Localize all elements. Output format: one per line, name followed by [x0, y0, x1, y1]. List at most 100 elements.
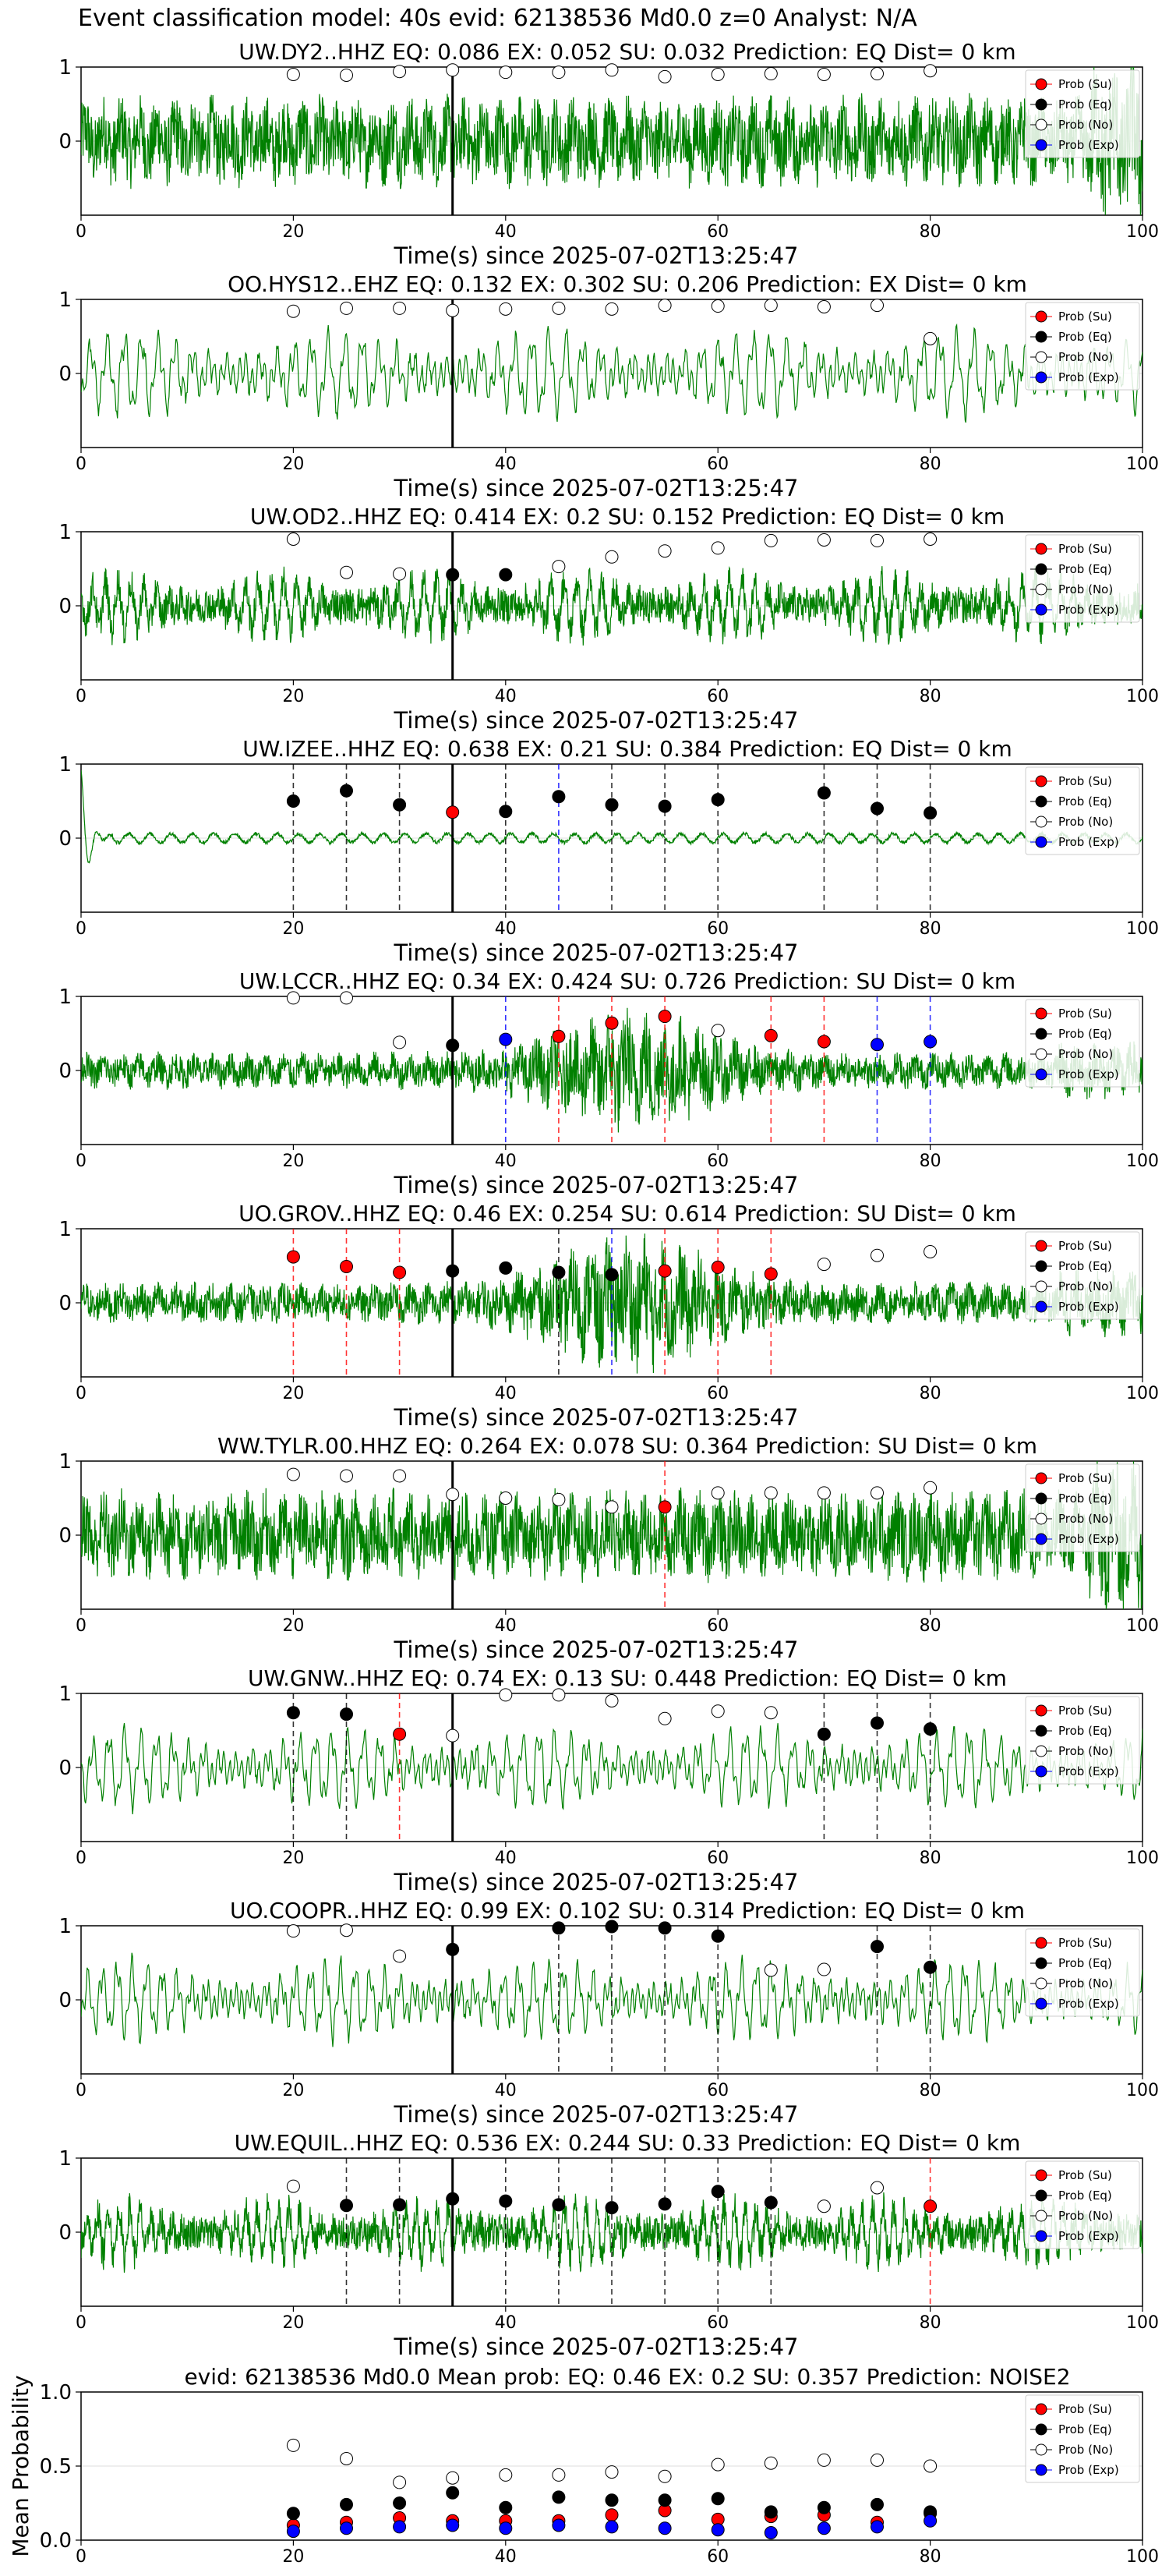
legend-marker-exp [1035, 836, 1047, 848]
legend-label-exp: Prob (Exp) [1058, 2229, 1119, 2243]
legend-marker-no [1035, 1280, 1047, 1293]
prob-point-eq [499, 2194, 513, 2208]
x-tick-label: 40 [495, 222, 517, 242]
legend-marker-su [1035, 1472, 1047, 1484]
prob-point-eq [871, 1940, 884, 1954]
legend-marker-exp [1035, 2230, 1047, 2242]
x-tick-label: 40 [495, 1849, 517, 1868]
mean-point-eq [286, 2507, 300, 2521]
mean-point-no [817, 2453, 831, 2467]
x-tick-label: 40 [495, 1384, 517, 1403]
prob-point-eq [446, 568, 460, 582]
y-axis-label: Mean Probability [8, 2375, 34, 2557]
prob-point-no [393, 1949, 407, 1963]
prob-point-su [711, 1260, 725, 1274]
legend-label-exp: Prob (Exp) [1058, 2463, 1119, 2477]
mean-point-eq [340, 2497, 353, 2511]
station-panel: 0 20 40 60 80 100 0 1 UW.GNW..HHZ EQ: 0.74 EX: 0… [58, 1665, 1159, 1895]
legend-label-no: Prob (No) [1058, 350, 1113, 364]
prob-point-eq [871, 1716, 884, 1730]
y-tick-label: 0 [58, 1757, 72, 1780]
legend-marker-su [1035, 78, 1047, 90]
prob-point-eq [924, 1960, 938, 1974]
legend-marker-eq [1035, 2423, 1047, 2436]
prob-point-no [764, 67, 778, 81]
prob-point-eq [924, 1722, 938, 1736]
legend-marker-exp [1035, 1300, 1047, 1313]
prob-point-su [924, 2199, 938, 2213]
legend-label-eq: Prob (Eq) [1058, 562, 1112, 576]
legend-label-no: Prob (No) [1058, 118, 1113, 132]
mean-point-exp [605, 2520, 619, 2534]
prob-point-eq [446, 1264, 460, 1278]
legend-marker-exp [1035, 603, 1047, 616]
y-tick-label: 1 [58, 2147, 72, 2171]
prob-point-su [286, 1250, 300, 1264]
prob-point-no [924, 1481, 938, 1495]
prob-point-exp [871, 1038, 884, 1052]
legend-marker-no [1035, 2443, 1047, 2456]
y-tick-label: 0.0 [40, 2529, 72, 2553]
x-tick-label: 100 [1126, 455, 1159, 474]
x-axis-label: Time(s) since 2025-07-02T13:25:47 [394, 939, 799, 966]
x-tick-label: 100 [1126, 2313, 1159, 2333]
x-tick-label: 80 [920, 1384, 941, 1403]
legend-box [1025, 69, 1140, 158]
prob-point-no [446, 63, 460, 77]
station-panel: 0 20 40 60 80 100 0 1 UW.DY2..HHZ EQ: 0.086 EX: … [58, 39, 1159, 269]
x-tick-label: 80 [920, 1616, 941, 1636]
legend-label-no: Prob (No) [1058, 1976, 1113, 1990]
prob-point-no [393, 1469, 407, 1483]
prob-point-no [393, 567, 407, 581]
prob-point-eq [552, 2198, 566, 2212]
panel-title: evid: 62138536 Md0.0 Mean prob: EQ: 0.46… [184, 2364, 1070, 2390]
panel-title: UW.LCCR..HHZ EQ: 0.34 EX: 0.424 SU: 0.72… [239, 968, 1015, 994]
mean-point-eq [817, 2500, 831, 2514]
legend-label-exp: Prob (Exp) [1058, 1764, 1119, 1778]
y-tick-label: 1 [58, 56, 72, 80]
legend-marker-su [1035, 2403, 1047, 2415]
prob-point-no [499, 302, 513, 316]
legend-marker-su [1035, 310, 1047, 323]
prob-point-no [340, 301, 353, 315]
waveform-trace [81, 2192, 1143, 2273]
prob-point-no [340, 1469, 353, 1483]
prob-point-no [446, 1488, 460, 1502]
legend-box [1025, 1928, 1140, 2017]
prob-point-no [871, 2181, 884, 2195]
legend-marker-no [1035, 583, 1047, 596]
prob-point-no [924, 533, 938, 546]
y-tick-label: 0 [58, 595, 72, 618]
prob-point-no [286, 1467, 300, 1481]
y-tick-label: 0 [58, 1524, 72, 1548]
mean-point-eq [605, 2493, 619, 2507]
prob-point-eq [446, 2192, 460, 2206]
prob-point-no [711, 299, 725, 313]
panel-title: UW.IZEE..HHZ EQ: 0.638 EX: 0.21 SU: 0.38… [242, 736, 1012, 762]
prob-point-no [286, 1924, 300, 1938]
prob-point-no [658, 544, 672, 558]
x-tick-label: 20 [282, 1152, 304, 1171]
prob-point-no [658, 1711, 672, 1725]
prob-point-eq [817, 786, 831, 800]
prob-point-no [871, 1248, 884, 1262]
mean-point-no [446, 2471, 460, 2485]
x-tick-label: 60 [707, 2547, 729, 2567]
legend-label-su: Prob (Su) [1058, 310, 1112, 324]
legend-label-exp: Prob (Exp) [1058, 835, 1119, 849]
prob-point-no [871, 299, 884, 313]
prob-point-no [658, 69, 672, 83]
y-tick-label: 0 [58, 1060, 72, 1083]
prob-point-su [446, 805, 460, 819]
legend-marker-su [1035, 1007, 1047, 1020]
mean-point-exp [552, 2518, 566, 2532]
mean-point-no [393, 2475, 407, 2489]
prob-point-eq [871, 801, 884, 816]
panel-title: UO.GROV..HHZ EQ: 0.46 EX: 0.254 SU: 0.61… [238, 1201, 1016, 1226]
legend-label-eq: Prob (Eq) [1058, 97, 1112, 111]
legend-label-no: Prob (No) [1058, 1744, 1113, 1758]
prob-point-exp [924, 1035, 938, 1049]
x-tick-label: 60 [707, 1616, 729, 1636]
legend-label-no: Prob (No) [1058, 1279, 1113, 1293]
legend-label-eq: Prob (Eq) [1058, 330, 1112, 344]
